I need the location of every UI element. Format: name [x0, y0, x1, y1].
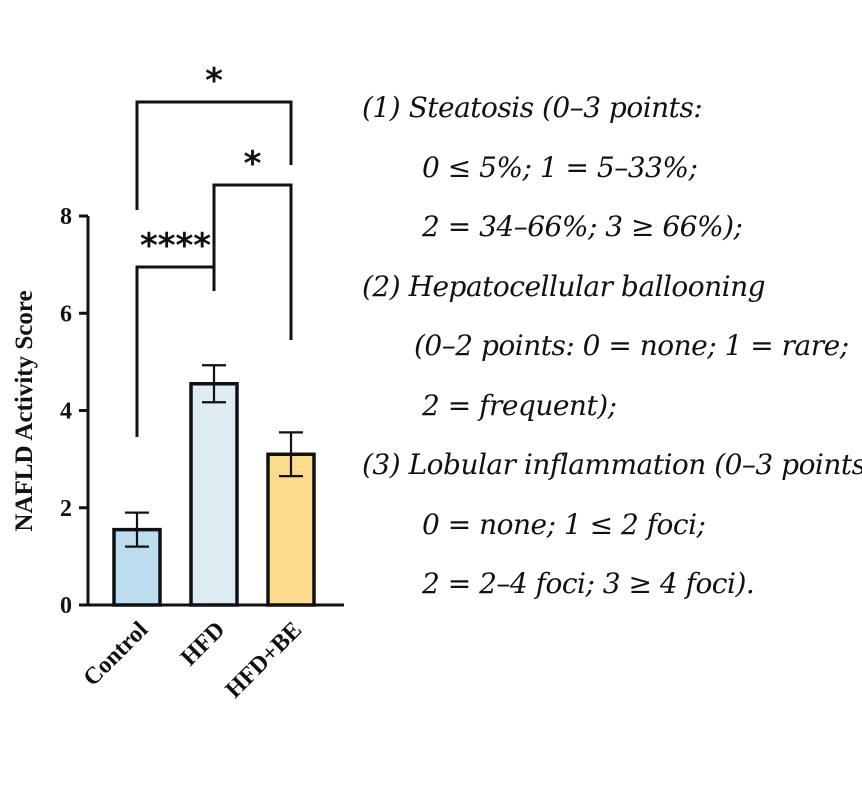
error-bar	[125, 511, 149, 548]
significance-bracket	[135, 100, 293, 210]
significance-bracket	[135, 265, 216, 437]
note-line: 0 = none; 1 ≤ 2 foci;	[422, 507, 706, 541]
note-line: (1) Steatosis (0–3 points:	[362, 91, 703, 124]
bars	[112, 382, 316, 607]
y-tick-label: 4	[60, 399, 72, 425]
y-axis-label: NAFLD Activity Score	[11, 290, 38, 531]
x-tick-label: HFD	[176, 617, 230, 671]
note-line: 2 = 2–4 foci; 3 ≥ 4 foci).	[422, 567, 755, 600]
error-bar	[279, 431, 303, 478]
significance-label: *	[205, 61, 223, 101]
y-axis-ticks: 0 2 4 6 8	[60, 204, 88, 619]
significance-label: ****	[140, 226, 211, 266]
x-tick-label: Control	[79, 617, 154, 692]
significance-brackets: ******	[135, 61, 293, 437]
y-tick-label: 8	[60, 204, 72, 230]
significance-bracket	[212, 183, 293, 340]
note-line: 0 ≤ 5%; 1 = 5–33%;	[422, 150, 698, 184]
y-tick-label: 0	[60, 593, 72, 619]
y-tick-label: 2	[60, 496, 72, 522]
note-line: 2 = frequent);	[422, 388, 617, 422]
scoring-notes: (1) Steatosis (0–3 points: 0 ≤ 5%; 1 = 5…	[362, 78, 862, 614]
x-tick-label: HFD+BE	[221, 617, 308, 704]
note-line: 2 = 34–66%; 3 ≥ 66%);	[422, 210, 743, 243]
note-line: (0–2 points: 0 = none; 1 = rare;	[414, 329, 849, 362]
note-line: (3) Lobular inflammation (0–3 points:	[362, 448, 862, 481]
error-bars	[125, 364, 303, 548]
nafld-bar-chart: NAFLD Activity Score 0 2 4 6 8 Control HFDHFD…	[11, 61, 344, 704]
y-tick-label: 6	[60, 301, 72, 327]
note-line: (2) Hepatocellular ballooning	[362, 269, 766, 303]
error-bar	[202, 364, 226, 404]
significance-label: *	[244, 144, 262, 184]
bar	[189, 382, 239, 607]
